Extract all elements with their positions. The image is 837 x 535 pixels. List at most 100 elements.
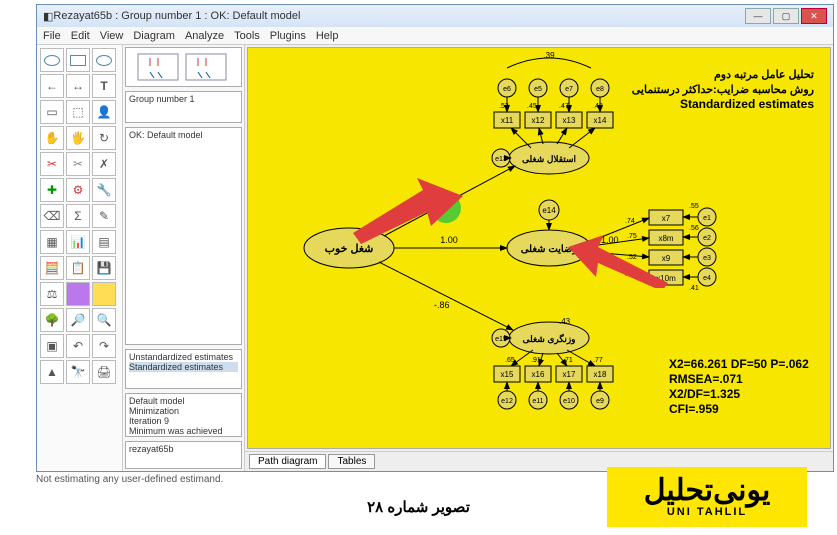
group-panel[interactable]: Group number 1 [125, 91, 242, 123]
fit4: CFI=.959 [669, 402, 719, 416]
menu-view[interactable]: View [100, 30, 124, 42]
box-x14: x14 [594, 116, 607, 125]
tool-save[interactable] [92, 256, 116, 280]
tool-calculate[interactable] [40, 256, 64, 280]
tool-copy[interactable] [66, 152, 90, 176]
err-e4: e4 [703, 275, 711, 282]
menu-edit[interactable]: Edit [71, 30, 90, 42]
hdr-fa1: تحلیل عامل مرتبه دوم [714, 69, 814, 81]
estimates-panel[interactable]: Unstandardized estimates Standardized es… [125, 349, 242, 389]
hdr-en: Standardized estimates [680, 97, 814, 111]
load-t2: .47 [559, 103, 569, 110]
tool-find[interactable] [66, 360, 90, 384]
tool-color-a[interactable] [66, 282, 90, 306]
top-boxes: .39 x11 e6 .53 x12 e5 [494, 51, 613, 148]
annotation-arrow-2 [568, 233, 668, 288]
model-panel[interactable]: OK: Default model [125, 127, 242, 345]
app-window: ◧ Rezayat65b : Group number 1 : OK: Defa… [36, 4, 834, 472]
err-e1: e1 [703, 215, 711, 222]
tool-user[interactable]: 👤 [92, 100, 116, 124]
diagram-canvas[interactable]: تحلیل عامل مرتبه دوم روش محاسبه ضرایب:حد… [247, 47, 831, 449]
minimize-button[interactable]: — [745, 8, 771, 24]
load-b0: .65 [505, 357, 515, 364]
load-b1: .91 [531, 357, 541, 364]
out-line: Writing output [129, 436, 238, 437]
tool-redo[interactable]: ↷ [92, 334, 116, 358]
tab-path-diagram[interactable]: Path diagram [249, 454, 326, 469]
ok-label: OK: Default model [129, 130, 238, 140]
tool-draw[interactable]: ✎ [92, 204, 116, 228]
tool-zoom-in[interactable] [92, 308, 116, 332]
err-e5: e5 [534, 86, 542, 93]
menu-help[interactable]: Help [316, 30, 339, 42]
tool-undo[interactable]: ↶ [66, 334, 90, 358]
err-e9: e9 [596, 398, 604, 405]
maximize-button[interactable]: ▢ [773, 8, 799, 24]
tool-title[interactable] [92, 74, 116, 98]
est-std: Standardized estimates [129, 362, 238, 372]
canvas-wrap: تحلیل عامل مرتبه دوم روش محاسبه ضرایب:حد… [245, 45, 833, 471]
tool-layers[interactable]: ▲ [40, 360, 64, 384]
tool-grid[interactable] [40, 230, 64, 254]
tool-cut[interactable] [40, 152, 64, 176]
tool-options[interactable] [92, 178, 116, 202]
output-panel[interactable]: Default model Minimization Iteration 9 M… [125, 393, 242, 437]
e14-label: e14 [542, 206, 556, 215]
box-x13: x13 [563, 116, 576, 125]
load-t0: .53 [499, 103, 509, 110]
menu-analyze[interactable]: Analyze [185, 30, 224, 42]
err-e10: e10 [563, 398, 575, 405]
tab-tables[interactable]: Tables [328, 454, 375, 469]
menubar: File Edit View Diagram Analyze Tools Plu… [37, 27, 833, 45]
tool-matrix[interactable]: ▤ [92, 230, 116, 254]
tool-print[interactable] [92, 360, 116, 384]
model-thumbnails[interactable] [125, 47, 242, 87]
tool-fit[interactable]: ▣ [40, 334, 64, 358]
r2-r0: .55 [689, 203, 699, 210]
tool-zoom-out[interactable] [66, 308, 90, 332]
tool-text[interactable]: Σ [66, 204, 90, 228]
tool-erase[interactable]: ⌫ [40, 204, 64, 228]
tool-hand[interactable] [40, 126, 64, 150]
menu-file[interactable]: File [43, 30, 61, 42]
load-b3: .77 [593, 357, 603, 364]
close-button[interactable]: ✕ [801, 8, 827, 24]
tool-rectangle[interactable] [66, 48, 90, 72]
tool-arrow[interactable] [40, 74, 64, 98]
out-line: Default model [129, 396, 238, 406]
titlebar: ◧ Rezayat65b : Group number 1 : OK: Defa… [37, 5, 833, 27]
menu-tools[interactable]: Tools [234, 30, 260, 42]
tool-color-b[interactable] [92, 282, 116, 306]
err-e6: e6 [503, 86, 511, 93]
tool-properties[interactable] [66, 178, 90, 202]
err-e3: e3 [703, 255, 711, 262]
path-cb: -.86 [434, 300, 450, 310]
tool-indicator[interactable]: ▭ [40, 100, 64, 124]
hdr-fa2: روش محاسبه ضرایب:حداکثر درستنمایی [632, 84, 814, 96]
file-label: rezayat65b [129, 444, 238, 454]
tool-double-arrow[interactable] [66, 74, 90, 98]
tool-select[interactable]: ⬚ [66, 100, 90, 124]
box-x7: x7 [662, 214, 671, 223]
tool-add[interactable] [40, 178, 64, 202]
tool-chart[interactable] [66, 230, 90, 254]
load-r0: .74 [625, 218, 635, 225]
tool-analysis[interactable]: ⚖ [40, 282, 64, 306]
box-x18: x18 [594, 370, 607, 379]
file-panel[interactable]: rezayat65b [125, 441, 242, 469]
tool-ellipse[interactable] [40, 48, 64, 72]
tool-paste[interactable]: ✗ [92, 152, 116, 176]
menu-plugins[interactable]: Plugins [270, 30, 306, 42]
tool-latent[interactable] [92, 48, 116, 72]
tool-clipboard[interactable]: 📋 [66, 256, 90, 280]
err-e12: e12 [501, 398, 513, 405]
statusbar: Not estimating any user-defined estimand… [36, 474, 223, 485]
err-e8: e8 [596, 86, 604, 93]
box-x16: x16 [532, 370, 545, 379]
annotation-arrow-1 [353, 178, 463, 248]
tool-rotate[interactable]: ↻ [92, 126, 116, 150]
menu-diagram[interactable]: Diagram [133, 30, 175, 42]
tool-move[interactable] [66, 126, 90, 150]
out-line: Minimum was achieved [129, 426, 238, 436]
tool-tree[interactable]: 🌳 [40, 308, 64, 332]
